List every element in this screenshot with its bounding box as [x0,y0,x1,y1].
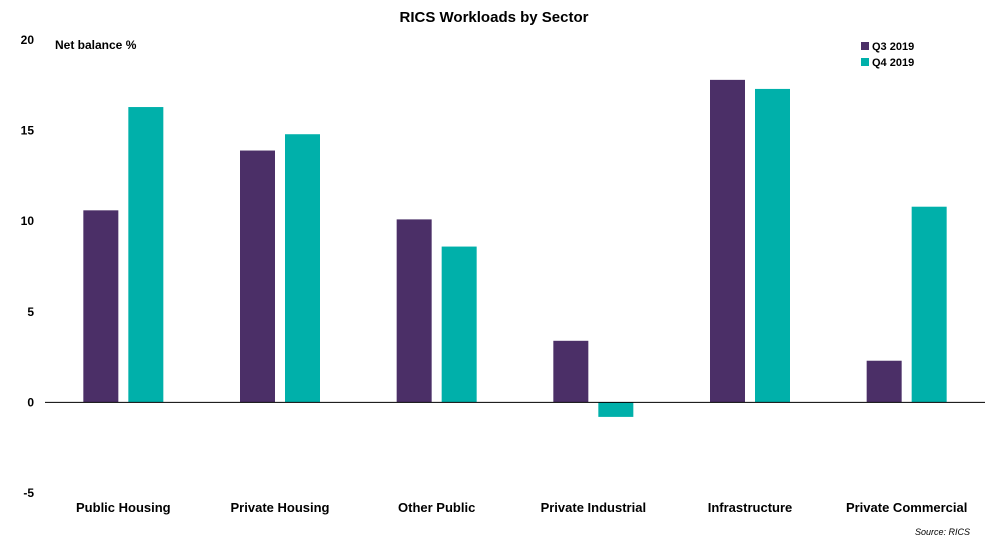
bar [911,206,947,403]
legend-swatch [861,58,869,66]
category-label: Other Public [398,500,475,515]
bar [128,107,164,403]
legend-label: Q3 2019 [872,41,914,53]
y-tick-label: 10 [21,214,35,228]
y-tick-label: 15 [21,124,35,138]
category-label: Infrastructure [708,500,793,515]
bar [285,134,320,403]
y-axis-label: Net balance % [55,38,137,52]
bar [598,402,634,417]
category-label: Public Housing [76,500,171,515]
y-tick-label: 5 [27,305,34,319]
category-label: Private Housing [231,500,330,515]
y-tick-label: 20 [21,33,35,47]
legend: Q3 2019 Q4 2019 [861,41,914,69]
legend-label: Q4 2019 [872,57,914,69]
source-note: Source: RICS [915,527,970,537]
legend-swatch [861,42,869,50]
bars [83,79,947,417]
bar [553,340,589,403]
y-tick-label: 0 [27,395,34,409]
category-label: Private Commercial [846,500,967,515]
chart-title: RICS Workloads by Sector [400,9,589,26]
bar [396,219,432,403]
y-tick-label: -5 [23,486,34,500]
bar [441,246,477,403]
y-axis: -5 0 5 10 15 20 [21,33,35,500]
category-label: Private Industrial [541,500,646,515]
bar [755,88,790,403]
bar [710,79,745,403]
bar [240,150,275,403]
bar [866,360,902,403]
bar [83,210,119,403]
category-labels: Public Housing Private Housing Other Publi… [76,500,967,515]
